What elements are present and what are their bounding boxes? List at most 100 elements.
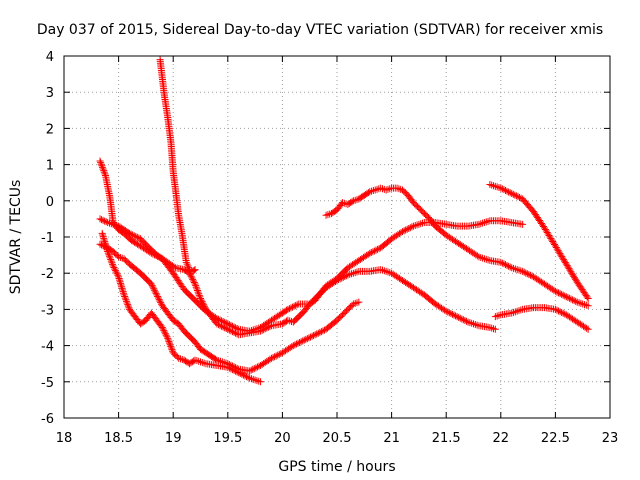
data-point bbox=[285, 305, 293, 313]
data-point bbox=[275, 350, 283, 358]
data-point bbox=[292, 302, 300, 310]
data-point bbox=[110, 264, 118, 272]
data-point bbox=[479, 219, 487, 227]
data-point bbox=[224, 360, 232, 368]
data-point bbox=[111, 267, 119, 275]
data-points bbox=[96, 56, 592, 386]
data-point bbox=[151, 288, 159, 296]
data-point bbox=[444, 308, 452, 316]
data-point bbox=[554, 247, 562, 255]
data-point bbox=[212, 355, 220, 363]
data-point bbox=[257, 378, 265, 386]
data-point bbox=[544, 230, 552, 238]
data-point bbox=[123, 299, 131, 307]
data-point bbox=[241, 372, 249, 380]
data-point bbox=[351, 299, 359, 307]
data-point bbox=[495, 311, 503, 319]
data-point bbox=[124, 302, 132, 310]
data-point bbox=[464, 318, 472, 326]
data-point bbox=[584, 295, 592, 303]
data-point bbox=[308, 332, 316, 340]
data-point bbox=[108, 259, 116, 267]
data-point bbox=[384, 268, 392, 276]
data-point bbox=[195, 357, 203, 365]
data-point bbox=[258, 326, 266, 334]
data-point bbox=[311, 331, 319, 339]
x-tick-label: 23 bbox=[602, 431, 619, 446]
data-point bbox=[550, 241, 558, 249]
data-point bbox=[269, 353, 277, 361]
data-point bbox=[247, 375, 255, 383]
data-point bbox=[189, 275, 197, 283]
data-point bbox=[121, 293, 129, 301]
x-tick-label: 18 bbox=[56, 431, 73, 446]
y-tick-label: -5 bbox=[41, 376, 54, 391]
data-point bbox=[519, 220, 527, 228]
data-point bbox=[395, 185, 403, 193]
data-point bbox=[100, 168, 108, 176]
data-point bbox=[505, 188, 513, 196]
data-point bbox=[220, 358, 228, 366]
data-point bbox=[125, 304, 133, 312]
data-point bbox=[519, 267, 527, 275]
data-point bbox=[224, 325, 232, 333]
data-point bbox=[546, 233, 554, 241]
data-point bbox=[582, 301, 590, 309]
data-point bbox=[160, 327, 168, 335]
data-point bbox=[377, 184, 385, 192]
data-point bbox=[564, 263, 572, 271]
data-point bbox=[367, 249, 375, 257]
data-point bbox=[314, 329, 322, 337]
data-point bbox=[98, 162, 106, 170]
data-point bbox=[556, 250, 564, 258]
data-point bbox=[120, 291, 128, 299]
data-point bbox=[122, 296, 130, 304]
data-point bbox=[109, 262, 117, 270]
data-point bbox=[116, 254, 124, 262]
data-point bbox=[183, 260, 191, 268]
data-point bbox=[193, 286, 201, 294]
data-point bbox=[349, 197, 357, 205]
data-point bbox=[188, 274, 196, 282]
data-point bbox=[296, 338, 304, 346]
data-point bbox=[370, 247, 378, 255]
data-point bbox=[393, 184, 401, 192]
data-point bbox=[154, 294, 162, 302]
data-point bbox=[163, 333, 171, 341]
data-point bbox=[189, 277, 197, 285]
data-point bbox=[556, 308, 564, 316]
data-point bbox=[176, 355, 184, 363]
data-point bbox=[353, 268, 361, 276]
data-point bbox=[371, 186, 379, 194]
data-point bbox=[453, 313, 461, 321]
data-point bbox=[417, 220, 425, 228]
data-point bbox=[353, 196, 361, 204]
data-point bbox=[553, 306, 561, 314]
data-point bbox=[164, 334, 172, 342]
data-point bbox=[165, 338, 173, 346]
data-point bbox=[150, 285, 158, 293]
data-point bbox=[250, 365, 258, 373]
data-point bbox=[540, 224, 548, 232]
data-point bbox=[306, 333, 314, 341]
grid bbox=[64, 56, 610, 418]
data-point bbox=[96, 240, 104, 248]
data-point bbox=[101, 170, 109, 178]
data-point bbox=[342, 272, 350, 280]
data-point bbox=[215, 357, 223, 365]
data-point bbox=[500, 260, 508, 268]
data-point bbox=[520, 268, 528, 276]
data-point bbox=[121, 294, 129, 302]
data-point bbox=[134, 240, 142, 248]
data-point bbox=[154, 292, 162, 300]
data-point bbox=[99, 165, 107, 173]
data-point bbox=[310, 332, 318, 340]
data-point bbox=[413, 221, 421, 229]
data-point bbox=[192, 282, 200, 290]
data-point bbox=[458, 315, 466, 323]
data-point bbox=[227, 361, 235, 369]
data-point bbox=[184, 262, 192, 270]
data-point bbox=[344, 271, 352, 279]
data-point bbox=[545, 231, 553, 239]
